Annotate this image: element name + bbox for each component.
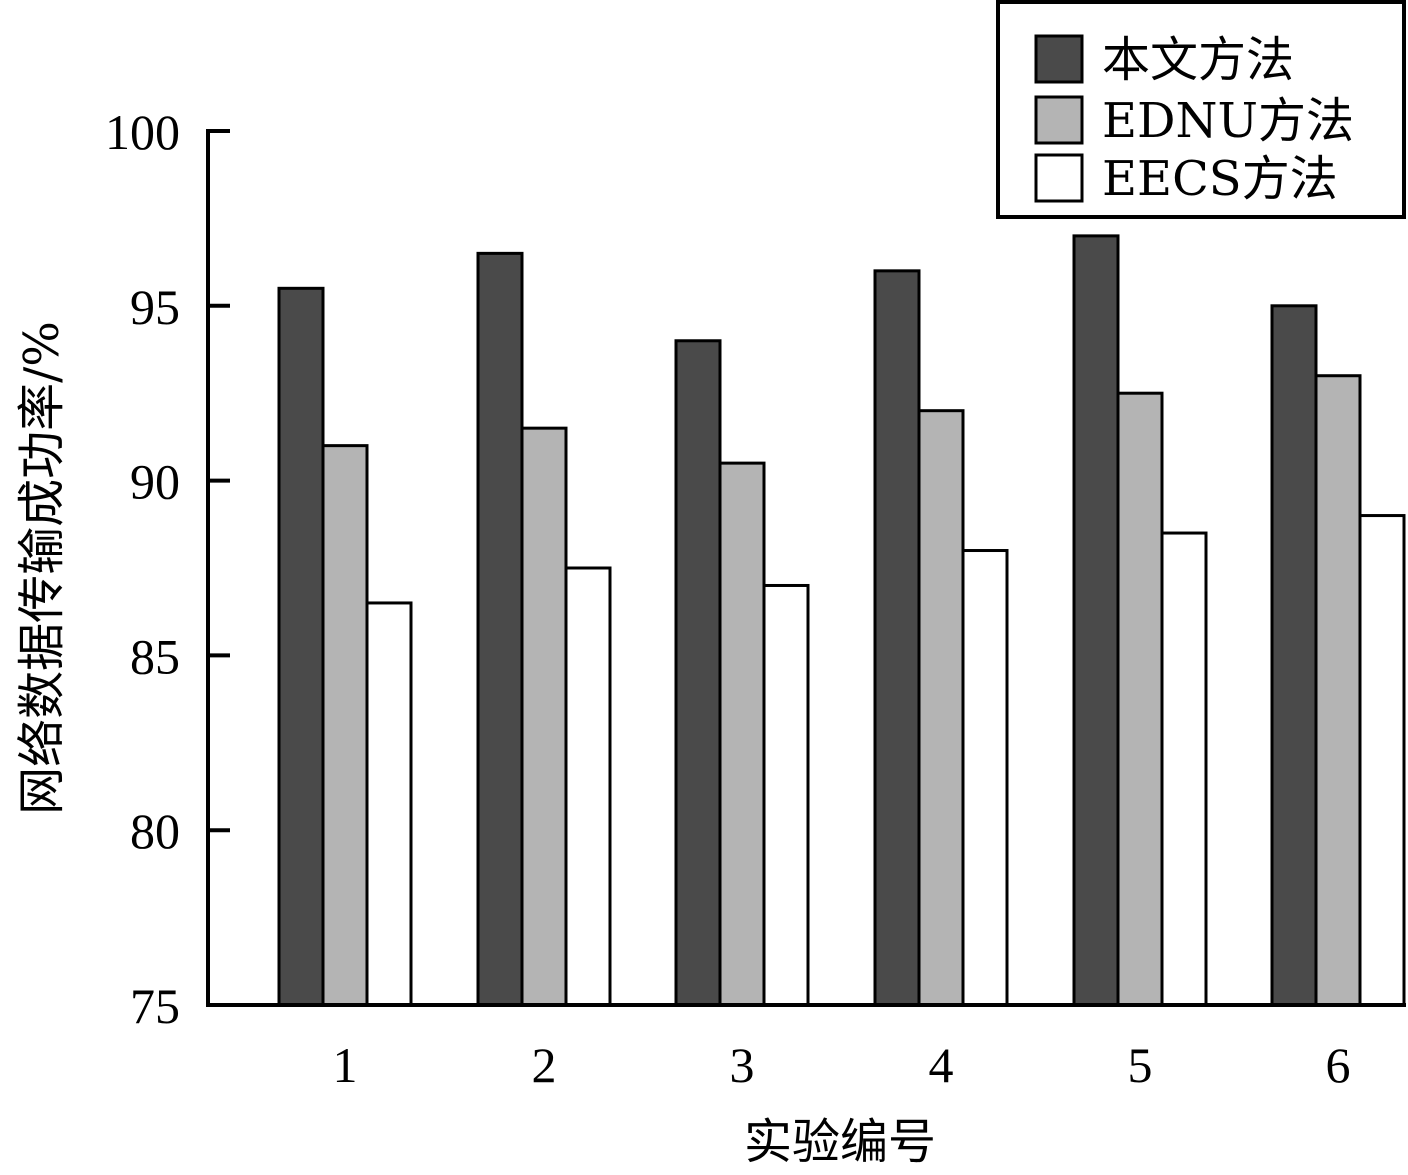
x-tick-label: 5: [1128, 1037, 1153, 1093]
bar-series-2-cat-1: [321, 444, 369, 1007]
x-tick-label: 4: [929, 1037, 954, 1093]
bar-series-1-cat-2: [476, 251, 524, 1007]
bar-series-1-cat-1: [277, 286, 325, 1007]
legend-label-3: EECS方法: [1102, 151, 1338, 207]
legend-swatch-1: [1034, 34, 1084, 84]
bar-series-2-cat-3: [718, 461, 766, 1007]
y-tick-label: 85: [130, 628, 180, 684]
bars-layer: [277, 234, 1406, 1007]
legend-label-1: 本文方法: [1102, 32, 1294, 88]
bar-series-3-cat-3: [762, 583, 810, 1007]
legend-swatch-2: [1034, 95, 1084, 145]
y-tick-label: 75: [130, 978, 180, 1034]
ticks-layer: 75 80 85 90 95 100 1 2 3 4 5 6: [105, 104, 1351, 1093]
bar-series-2-cat-2: [520, 426, 568, 1007]
bar-series-1-cat-4: [873, 269, 921, 1007]
bar-series-1-cat-6: [1270, 304, 1318, 1007]
x-tick-label: 2: [532, 1037, 557, 1093]
bar-series-3-cat-2: [564, 566, 612, 1007]
bar-series-2-cat-4: [917, 409, 965, 1007]
y-tick-label: 100: [105, 104, 180, 160]
bar-series-3-cat-5: [1160, 531, 1208, 1007]
bar-series-3-cat-6: [1358, 514, 1406, 1007]
axes-layer: [206, 129, 1406, 1007]
bar-series-3-cat-4: [961, 549, 1009, 1007]
y-tick-label: 90: [130, 454, 180, 510]
bar-series-1-cat-5: [1072, 234, 1120, 1007]
x-tick-label: 1: [333, 1037, 358, 1093]
y-tick-label: 95: [130, 279, 180, 335]
x-tick-label: 3: [730, 1037, 755, 1093]
legend-label-2: EDNU方法: [1102, 93, 1354, 149]
x-axis-label: 实验编号: [744, 1114, 936, 1170]
legend-swatch-3: [1034, 153, 1084, 203]
bar-series-2-cat-5: [1116, 391, 1164, 1007]
bar-series-1-cat-3: [674, 339, 722, 1007]
bar-series-3-cat-1: [365, 601, 413, 1007]
bar-series-2-cat-6: [1314, 374, 1362, 1007]
y-tick-label: 80: [130, 803, 180, 859]
x-tick-label: 6: [1326, 1037, 1351, 1093]
y-axis-label: 网络数据传输成功率/%: [14, 321, 70, 815]
